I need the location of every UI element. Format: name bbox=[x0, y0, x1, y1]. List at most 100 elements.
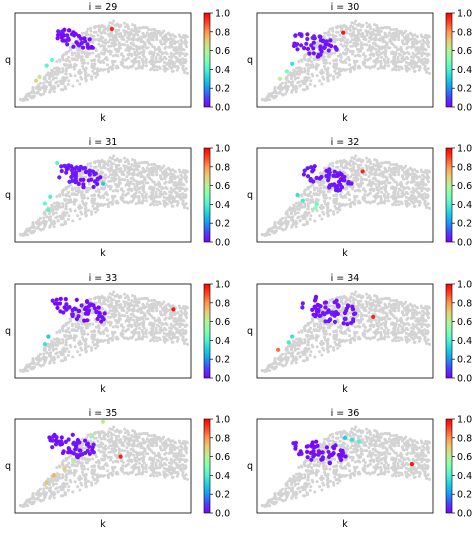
background-point bbox=[146, 46, 150, 50]
background-point bbox=[86, 332, 90, 336]
background-point bbox=[328, 196, 332, 200]
background-point bbox=[111, 334, 115, 338]
background-point bbox=[319, 186, 322, 190]
background-point bbox=[156, 195, 160, 199]
background-point bbox=[127, 308, 131, 312]
background-point bbox=[394, 61, 398, 65]
background-point bbox=[263, 98, 267, 102]
background-point bbox=[412, 56, 415, 60]
background-point bbox=[149, 203, 152, 207]
background-point bbox=[97, 164, 101, 168]
background-point bbox=[354, 19, 358, 23]
background-point bbox=[284, 222, 288, 225]
background-point bbox=[367, 65, 371, 69]
background-point bbox=[362, 37, 366, 41]
background-point bbox=[94, 296, 98, 300]
highlighted-point bbox=[311, 46, 316, 51]
background-point bbox=[175, 184, 178, 188]
background-point bbox=[346, 41, 350, 45]
background-point bbox=[59, 350, 63, 354]
background-point bbox=[411, 34, 415, 38]
background-point bbox=[163, 173, 167, 177]
background-point bbox=[335, 38, 339, 42]
background-point bbox=[396, 55, 400, 59]
background-point bbox=[151, 169, 155, 173]
background-point bbox=[397, 203, 401, 207]
background-point bbox=[45, 85, 48, 89]
background-point bbox=[139, 311, 143, 315]
background-point bbox=[58, 59, 62, 63]
background-point bbox=[338, 67, 342, 71]
background-point bbox=[81, 64, 84, 68]
background-point bbox=[79, 58, 83, 62]
background-point bbox=[114, 294, 118, 298]
background-point bbox=[178, 325, 182, 329]
background-point bbox=[128, 166, 132, 169]
background-point bbox=[411, 66, 415, 70]
background-point bbox=[399, 48, 403, 52]
background-point bbox=[113, 195, 116, 199]
background-point bbox=[345, 186, 349, 190]
background-point bbox=[118, 304, 122, 308]
background-point bbox=[85, 54, 89, 58]
background-point bbox=[127, 172, 131, 176]
highlighted-point bbox=[80, 45, 86, 50]
background-point bbox=[131, 172, 135, 176]
highlighted-point bbox=[42, 342, 48, 347]
background-point bbox=[352, 22, 356, 25]
background-point bbox=[42, 81, 46, 85]
background-point bbox=[114, 23, 118, 27]
background-point bbox=[147, 176, 151, 180]
background-point bbox=[48, 354, 52, 358]
colorbar-tick-label: 0.8 bbox=[457, 162, 472, 173]
background-point bbox=[139, 297, 143, 301]
background-point bbox=[69, 63, 73, 67]
background-point bbox=[103, 166, 107, 170]
background-point bbox=[397, 187, 401, 191]
background-point bbox=[306, 63, 310, 67]
background-point bbox=[132, 182, 136, 186]
colorbar-tick-label: 0.0 bbox=[215, 238, 230, 249]
background-point bbox=[115, 324, 119, 328]
background-point bbox=[90, 346, 93, 350]
background-point bbox=[419, 45, 423, 49]
background-point bbox=[175, 57, 179, 60]
background-point bbox=[397, 170, 401, 174]
background-point bbox=[412, 69, 416, 73]
background-point bbox=[97, 39, 101, 43]
background-point bbox=[303, 204, 307, 208]
highlighted-point bbox=[318, 45, 323, 50]
background-point bbox=[72, 338, 76, 342]
colorbar bbox=[203, 147, 211, 243]
background-point bbox=[369, 53, 373, 57]
background-point bbox=[348, 63, 352, 67]
background-point bbox=[70, 51, 74, 55]
background-point bbox=[158, 174, 162, 178]
background-point bbox=[142, 32, 146, 36]
background-point bbox=[391, 68, 394, 72]
background-point bbox=[112, 179, 116, 183]
background-point bbox=[349, 40, 352, 44]
background-point bbox=[42, 358, 46, 361]
background-point bbox=[334, 59, 338, 63]
highlighted-point bbox=[100, 181, 106, 186]
background-point bbox=[115, 337, 119, 341]
highlighted-point bbox=[295, 47, 300, 52]
highlighted-point bbox=[309, 165, 314, 170]
background-point bbox=[164, 201, 168, 205]
background-point bbox=[98, 68, 102, 72]
background-point bbox=[383, 51, 387, 55]
background-point bbox=[162, 305, 166, 309]
background-point bbox=[184, 176, 188, 180]
background-point bbox=[128, 168, 132, 172]
background-point bbox=[96, 67, 100, 71]
background-point bbox=[73, 193, 77, 197]
background-point bbox=[58, 330, 62, 334]
background-point bbox=[320, 72, 324, 76]
background-point bbox=[360, 33, 364, 37]
background-point bbox=[153, 299, 157, 303]
highlighted-point bbox=[77, 308, 82, 314]
background-point bbox=[374, 47, 378, 51]
background-point bbox=[156, 331, 160, 335]
background-point bbox=[110, 298, 113, 302]
